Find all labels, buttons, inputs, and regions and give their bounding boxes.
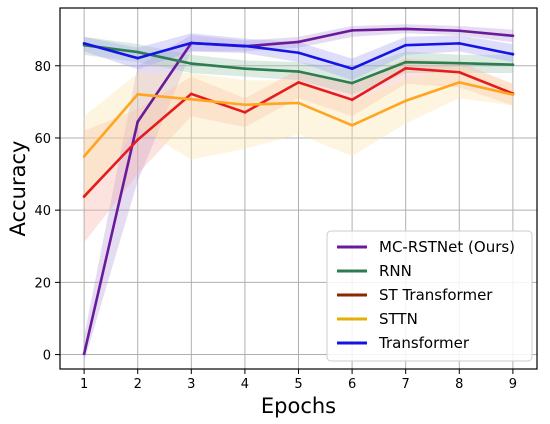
transformer-point bbox=[457, 41, 461, 45]
y-tick-label: 80 bbox=[34, 60, 51, 75]
rnn-point bbox=[243, 67, 247, 71]
rnn-point bbox=[136, 50, 140, 54]
transformer-point bbox=[243, 44, 247, 48]
st-transformer-point bbox=[297, 80, 300, 84]
sttn-point bbox=[297, 101, 300, 105]
sttn-point bbox=[189, 97, 193, 101]
x-tick-label: 6 bbox=[348, 377, 356, 392]
rnn-point bbox=[404, 60, 408, 64]
x-tick-label: 7 bbox=[402, 377, 410, 392]
mc-rstnet-ours-point bbox=[82, 352, 86, 356]
mc-rstnet-ours-point bbox=[136, 120, 140, 124]
transformer-point bbox=[511, 52, 515, 56]
st-transformer-point bbox=[136, 138, 140, 142]
st-transformer-point bbox=[404, 66, 408, 70]
x-tick-label: 1 bbox=[80, 377, 88, 392]
rnn-point bbox=[189, 62, 193, 65]
st-transformer-point bbox=[243, 110, 247, 114]
transformer-point bbox=[136, 56, 140, 60]
sttn-point bbox=[457, 80, 461, 84]
y-tick-label: 0 bbox=[43, 349, 51, 364]
transformer-point bbox=[297, 51, 300, 55]
y-tick-label: 20 bbox=[34, 276, 51, 291]
transformer-point bbox=[404, 43, 408, 47]
transformer-point bbox=[189, 41, 193, 45]
axis-ticks: 1 2 3 4 5 6 7 8 9 0 20 40 60 80 bbox=[34, 60, 517, 392]
sttn-point bbox=[82, 154, 86, 158]
x-tick-label: 8 bbox=[455, 377, 463, 392]
x-tick-label: 9 bbox=[509, 377, 517, 392]
legend-box bbox=[326, 230, 533, 362]
st-transformer-band bbox=[84, 58, 513, 243]
legend-label-rnn: RNN bbox=[379, 262, 412, 280]
rnn-point bbox=[511, 63, 515, 67]
sttn-point bbox=[404, 99, 408, 103]
y-axis-title: Accuracy bbox=[6, 141, 30, 237]
st-transformer-point bbox=[350, 98, 354, 102]
rnn-point bbox=[350, 81, 354, 85]
mc-rstnet-ours-point bbox=[404, 27, 408, 31]
rnn-band bbox=[84, 36, 513, 95]
sttn-point bbox=[243, 103, 247, 107]
sttn-point bbox=[136, 92, 140, 96]
st-transformer-point bbox=[82, 195, 86, 198]
st-transformer-point bbox=[189, 92, 193, 96]
x-tick-label: 2 bbox=[134, 377, 142, 392]
x-axis-title: Epochs bbox=[261, 394, 336, 418]
series-lines bbox=[82, 27, 515, 356]
sttn-point bbox=[511, 93, 515, 97]
legend-label-transformer: Transformer bbox=[378, 334, 470, 352]
y-tick-label: 40 bbox=[34, 204, 51, 219]
x-tick-label: 5 bbox=[294, 377, 302, 392]
sttn-point bbox=[350, 123, 354, 127]
transformer-point bbox=[350, 67, 354, 71]
mc-rstnet-ours-point bbox=[297, 40, 300, 44]
x-tick-label: 3 bbox=[187, 377, 195, 392]
transformer-point bbox=[82, 41, 86, 45]
mc-rstnet-ours-point bbox=[457, 29, 461, 33]
legend: MC-RSTNet (Ours) RNN ST Transformer STTN Tra… bbox=[326, 230, 533, 362]
mc-rstnet-ours-point bbox=[350, 28, 354, 32]
legend-label-st-transformer: ST Transformer bbox=[379, 286, 493, 304]
legend-label-mc-rstnet-ours: MC-RSTNet (Ours) bbox=[379, 238, 515, 256]
x-tick-label: 4 bbox=[241, 377, 249, 392]
y-tick-label: 60 bbox=[34, 132, 51, 147]
rnn-point bbox=[457, 61, 461, 65]
rnn-point bbox=[297, 70, 300, 73]
mc-rstnet-ours-point bbox=[511, 34, 515, 38]
legend-label-sttn: STTN bbox=[379, 310, 418, 328]
st-transformer-point bbox=[457, 70, 461, 74]
